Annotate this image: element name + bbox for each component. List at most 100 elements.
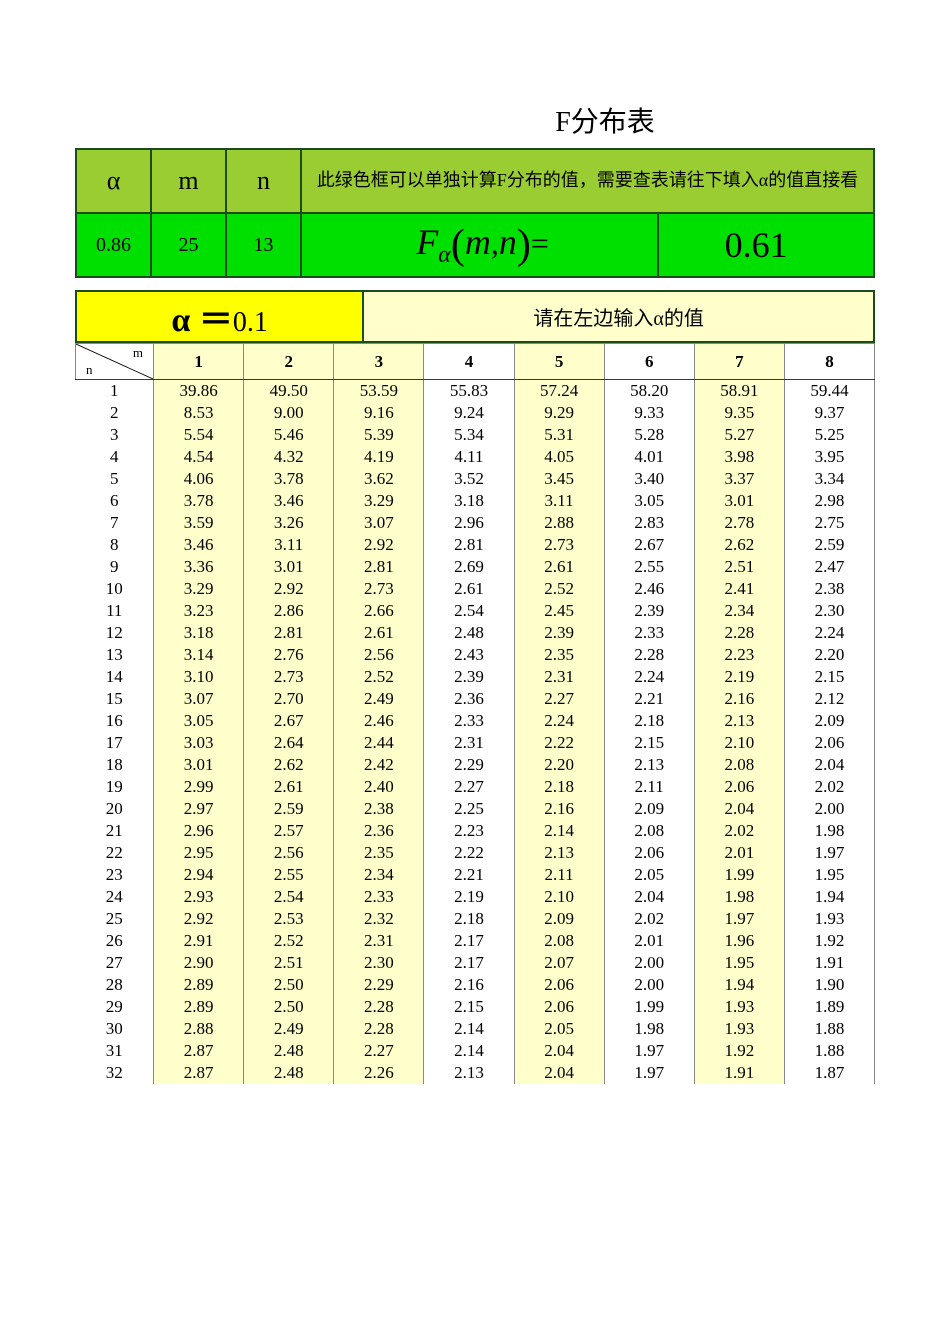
data-cell: 2.73 xyxy=(334,578,424,600)
data-cell: 2.38 xyxy=(334,798,424,820)
data-cell: 2.20 xyxy=(784,644,874,666)
row-header: 13 xyxy=(76,644,154,666)
data-cell: 5.54 xyxy=(154,424,244,446)
calc-box: α m n 此绿色框可以单独计算F分布的值，需要查表请往下填入α的值直接看 0.… xyxy=(75,148,875,278)
data-cell: 1.98 xyxy=(604,1018,694,1040)
row-header: 3 xyxy=(76,424,154,446)
data-cell: 1.99 xyxy=(694,864,784,886)
data-cell: 3.34 xyxy=(784,468,874,490)
row-header: 1 xyxy=(76,380,154,402)
data-cell: 2.04 xyxy=(694,798,784,820)
data-cell: 1.97 xyxy=(784,842,874,864)
data-cell: 2.04 xyxy=(514,1062,604,1084)
data-cell: 2.06 xyxy=(514,996,604,1018)
data-cell: 3.07 xyxy=(154,688,244,710)
data-cell: 3.18 xyxy=(424,490,514,512)
data-cell: 2.49 xyxy=(334,688,424,710)
data-cell: 2.76 xyxy=(244,644,334,666)
page-title: F分布表 xyxy=(75,100,875,140)
data-cell: 2.20 xyxy=(514,754,604,776)
data-cell: 3.23 xyxy=(154,600,244,622)
data-cell: 2.10 xyxy=(694,732,784,754)
data-cell: 1.96 xyxy=(694,930,784,952)
data-cell: 2.88 xyxy=(514,512,604,534)
data-cell: 4.11 xyxy=(424,446,514,468)
data-cell: 2.29 xyxy=(334,974,424,996)
data-cell: 2.13 xyxy=(694,710,784,732)
data-cell: 2.54 xyxy=(424,600,514,622)
data-cell: 2.23 xyxy=(424,820,514,842)
data-cell: 2.96 xyxy=(424,512,514,534)
data-cell: 5.27 xyxy=(694,424,784,446)
col-header: 3 xyxy=(334,344,424,380)
data-cell: 1.89 xyxy=(784,996,874,1018)
input-m[interactable]: 25 xyxy=(151,213,226,277)
data-cell: 1.91 xyxy=(784,952,874,974)
data-cell: 2.11 xyxy=(514,864,604,886)
data-cell: 2.29 xyxy=(424,754,514,776)
data-cell: 2.49 xyxy=(244,1018,334,1040)
data-cell: 2.25 xyxy=(424,798,514,820)
data-cell: 1.98 xyxy=(694,886,784,908)
data-cell: 3.03 xyxy=(154,732,244,754)
data-cell: 2.18 xyxy=(604,710,694,732)
data-cell: 39.86 xyxy=(154,380,244,402)
data-cell: 2.75 xyxy=(784,512,874,534)
data-cell: 2.86 xyxy=(244,600,334,622)
data-cell: 3.11 xyxy=(244,534,334,556)
row-header: 21 xyxy=(76,820,154,842)
input-n[interactable]: 13 xyxy=(226,213,301,277)
data-cell: 2.00 xyxy=(604,952,694,974)
data-cell: 2.35 xyxy=(334,842,424,864)
data-cell: 2.87 xyxy=(154,1062,244,1084)
row-header: 4 xyxy=(76,446,154,468)
data-cell: 2.53 xyxy=(244,908,334,930)
data-cell: 58.91 xyxy=(694,380,784,402)
alpha-input-cell[interactable]: α ＝0.1 xyxy=(76,291,363,342)
data-cell: 2.31 xyxy=(424,732,514,754)
row-header: 5 xyxy=(76,468,154,490)
data-cell: 5.31 xyxy=(514,424,604,446)
data-cell: 2.13 xyxy=(604,754,694,776)
data-cell: 4.01 xyxy=(604,446,694,468)
data-cell: 9.37 xyxy=(784,402,874,424)
data-cell: 2.28 xyxy=(334,1018,424,1040)
row-header: 18 xyxy=(76,754,154,776)
data-cell: 2.50 xyxy=(244,996,334,1018)
data-cell: 55.83 xyxy=(424,380,514,402)
data-cell: 2.06 xyxy=(604,842,694,864)
data-cell: 2.14 xyxy=(424,1018,514,1040)
data-cell: 9.00 xyxy=(244,402,334,424)
data-cell: 2.15 xyxy=(784,666,874,688)
data-cell: 5.28 xyxy=(604,424,694,446)
data-cell: 1.92 xyxy=(694,1040,784,1062)
data-cell: 3.11 xyxy=(514,490,604,512)
row-header: 7 xyxy=(76,512,154,534)
data-cell: 2.45 xyxy=(514,600,604,622)
data-cell: 1.91 xyxy=(694,1062,784,1084)
data-cell: 2.04 xyxy=(784,754,874,776)
row-header: 22 xyxy=(76,842,154,864)
data-cell: 2.92 xyxy=(244,578,334,600)
data-cell: 2.39 xyxy=(424,666,514,688)
data-cell: 2.97 xyxy=(154,798,244,820)
col-header: 1 xyxy=(154,344,244,380)
data-cell: 2.91 xyxy=(154,930,244,952)
data-cell: 1.97 xyxy=(694,908,784,930)
data-cell: 2.81 xyxy=(244,622,334,644)
input-alpha[interactable]: 0.86 xyxy=(76,213,151,277)
data-cell: 9.33 xyxy=(604,402,694,424)
col-header: 2 xyxy=(244,344,334,380)
row-header: 27 xyxy=(76,952,154,974)
formula-n: n xyxy=(499,222,517,262)
alpha-value: 0.1 xyxy=(233,307,268,338)
row-header: 28 xyxy=(76,974,154,996)
data-cell: 3.52 xyxy=(424,468,514,490)
data-cell: 2.36 xyxy=(334,820,424,842)
corner-n: n xyxy=(86,362,93,378)
data-cell: 1.99 xyxy=(604,996,694,1018)
data-cell: 2.92 xyxy=(334,534,424,556)
row-header: 30 xyxy=(76,1018,154,1040)
data-cell: 2.28 xyxy=(694,622,784,644)
data-cell: 2.00 xyxy=(604,974,694,996)
